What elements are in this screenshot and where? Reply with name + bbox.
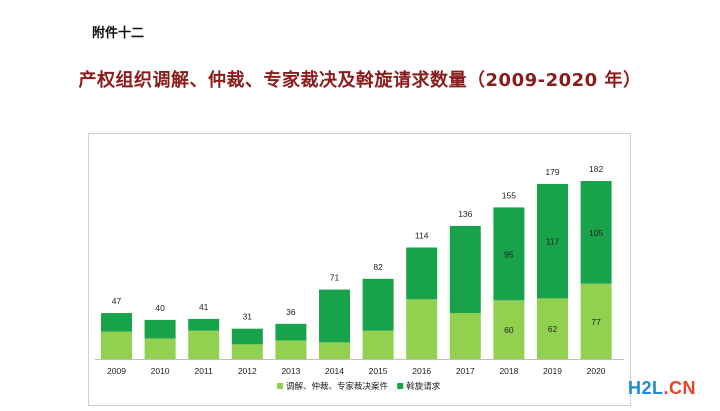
legend-swatch-good-offices: [397, 383, 404, 389]
bar-good-offices-2013: [275, 323, 307, 341]
x-tick-label-2012: 2012: [238, 366, 257, 376]
bar-good-offices-2017: [449, 225, 481, 314]
total-label-2020: 182: [589, 164, 603, 174]
total-label-2016: 114: [415, 231, 429, 241]
bar-cases-2018: [493, 300, 525, 359]
bar-good-offices-2010: [144, 319, 176, 339]
x-tick-label-2011: 2011: [195, 366, 214, 376]
bar-good-offices-2020: [580, 181, 612, 284]
chart-title: 产权组织调解、仲裁、专家裁决及斡旋请求数量（2009-2020 年）: [78, 70, 642, 91]
watermark-h2l: H2L: [628, 378, 664, 398]
bar-good-offices-2016: [406, 247, 438, 300]
x-tick-label-2013: 2013: [281, 366, 300, 376]
total-label-2012: 31: [243, 312, 253, 322]
bar-cases-2017: [449, 313, 481, 359]
x-tick-label-2015: 2015: [369, 366, 388, 376]
data-label-cases-2020: 77: [591, 317, 601, 327]
bar-good-offices-2015: [362, 278, 394, 331]
x-tick-label-2009: 2009: [107, 366, 126, 376]
data-label-cases-2019: 62: [548, 324, 558, 334]
bar-cases-2009: [101, 331, 132, 359]
legend-label-cases: 调解、仲裁、专家裁决案件: [286, 381, 389, 392]
total-label-2014: 71: [330, 273, 340, 283]
x-tick-label-2014: 2014: [325, 366, 344, 376]
total-label-2015: 82: [373, 262, 383, 272]
total-label-2011: 41: [199, 302, 209, 312]
x-tick-label-2017: 2017: [456, 366, 475, 376]
x-tick-label-2016: 2016: [412, 366, 431, 376]
watermark-cn: .CN: [663, 378, 697, 398]
x-tick-label-2020: 2020: [587, 366, 606, 376]
bar-cases-2010: [144, 338, 176, 359]
legend-swatch-cases: [277, 383, 283, 389]
total-label-2010: 40: [155, 303, 165, 313]
bar-cases-2012: [231, 344, 263, 359]
data-label-good-offices-2019: 117: [546, 237, 560, 247]
x-tick-label-2010: 2010: [151, 366, 170, 376]
legend-label-good-offices: 斡旋请求: [406, 381, 441, 392]
stacked-bar-chart: 47 2009 40 2010 41 2011 31 2012 36 2013 71 2014 82 20…: [95, 164, 624, 392]
site-watermark: H2L.CN: [628, 378, 696, 399]
data-label-good-offices-2020: 105: [589, 228, 603, 238]
bar-cases-2020: [580, 283, 612, 359]
bar-good-offices-2009: [101, 313, 132, 332]
total-label-2018: 155: [502, 190, 516, 200]
total-label-2017: 136: [458, 209, 472, 219]
chart-container: 47 2009 40 2010 41 2011 31 2012 36 2013 71 2014 82 20…: [88, 133, 631, 406]
bar-cases-2011: [188, 330, 220, 359]
total-label-2009: 47: [112, 296, 122, 306]
bar-cases-2014: [319, 342, 350, 359]
bar-good-offices-2014: [319, 289, 350, 343]
bar-good-offices-2011: [188, 318, 220, 331]
bar-cases-2016: [406, 299, 438, 359]
x-tick-label-2018: 2018: [499, 366, 518, 376]
bar-good-offices-2019: [537, 183, 568, 299]
data-label-cases-2018: 60: [504, 325, 514, 335]
bar-cases-2013: [275, 340, 307, 359]
bar-good-offices-2018: [493, 207, 525, 301]
attachment-label: 附件十二: [92, 26, 145, 41]
bar-cases-2015: [362, 330, 394, 359]
bar-cases-2019: [537, 298, 568, 359]
data-label-good-offices-2018: 95: [504, 249, 514, 259]
bar-good-offices-2012: [231, 328, 263, 345]
total-label-2019: 179: [545, 167, 559, 177]
x-tick-label-2019: 2019: [543, 366, 562, 376]
total-label-2013: 36: [286, 307, 296, 317]
